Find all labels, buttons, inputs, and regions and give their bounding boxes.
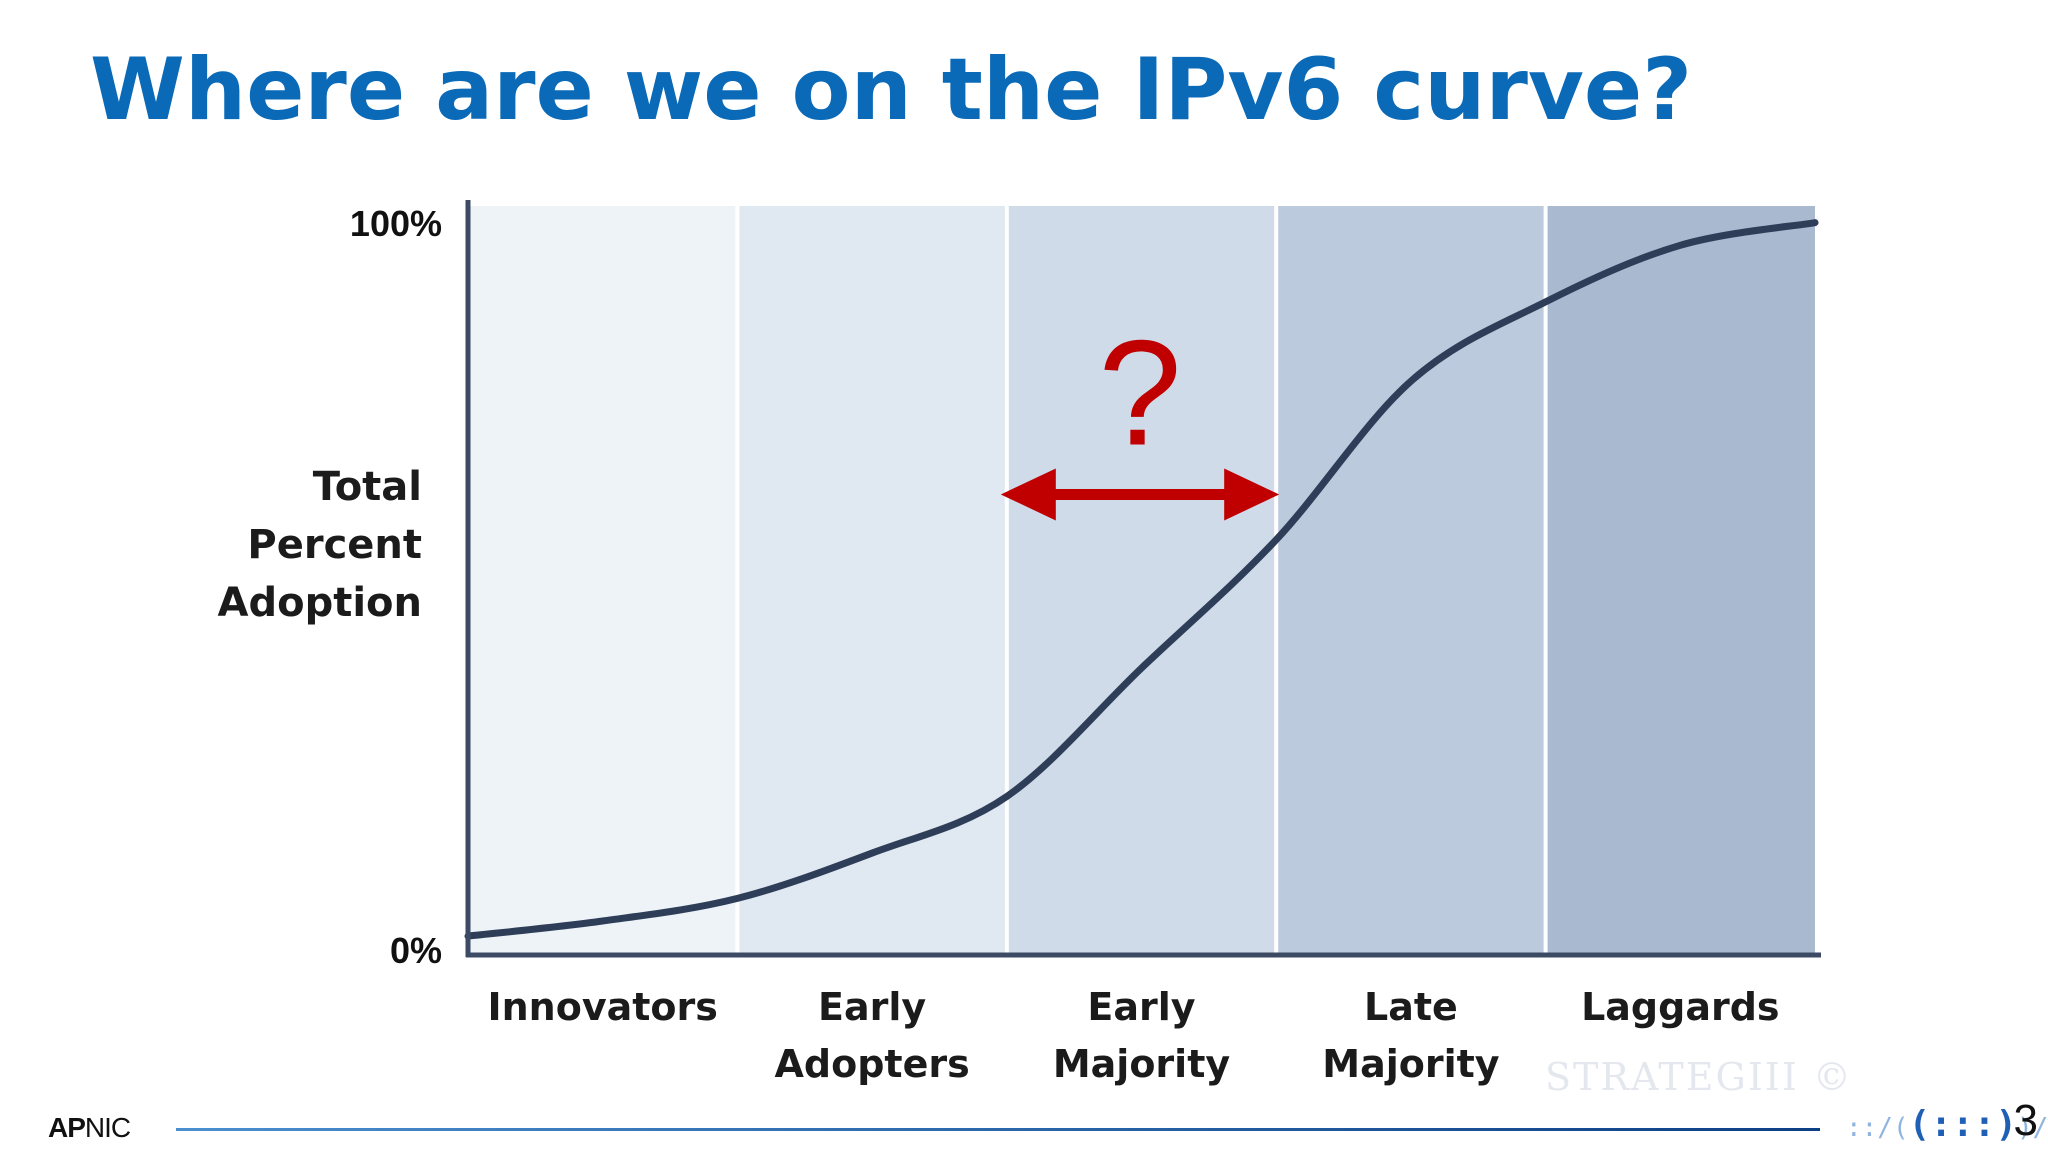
arrow-head-right xyxy=(1224,468,1280,521)
category-band xyxy=(1545,206,1815,955)
footer-divider xyxy=(176,1128,1820,1131)
category-label: Early xyxy=(1087,985,1195,1029)
y-axis-label: Percent xyxy=(247,522,422,568)
category-band xyxy=(737,206,1007,955)
category-label: Early xyxy=(818,985,926,1029)
y-tick-label: 100% xyxy=(350,203,442,244)
slide-title: Where are we on the IPv6 curve? xyxy=(90,40,1693,140)
category-band xyxy=(468,206,738,955)
page-number: 3 xyxy=(2013,1096,2038,1145)
category-band xyxy=(1276,206,1546,955)
category-label: Majority xyxy=(1322,1042,1500,1086)
category-label: Innovators xyxy=(487,985,717,1029)
y-axis-label: Adoption xyxy=(218,580,423,626)
watermark-text: STRATEGIII © xyxy=(1545,1055,1853,1099)
apnic-logo: APNIC xyxy=(48,1112,131,1143)
category-label: Late xyxy=(1364,985,1458,1029)
ipv6-logo-icon: ::/((:::))/::: xyxy=(1846,1104,2048,1145)
arrow-head-left xyxy=(1000,468,1056,521)
adoption-curve xyxy=(464,219,1819,940)
y-axis-label: Total xyxy=(313,464,422,510)
category-label: Laggards xyxy=(1581,985,1779,1029)
category-label: Adopters xyxy=(774,1042,969,1086)
question-mark: ? xyxy=(1098,308,1181,476)
category-label: Majority xyxy=(1053,1042,1231,1086)
y-tick-label: 0% xyxy=(390,930,442,971)
